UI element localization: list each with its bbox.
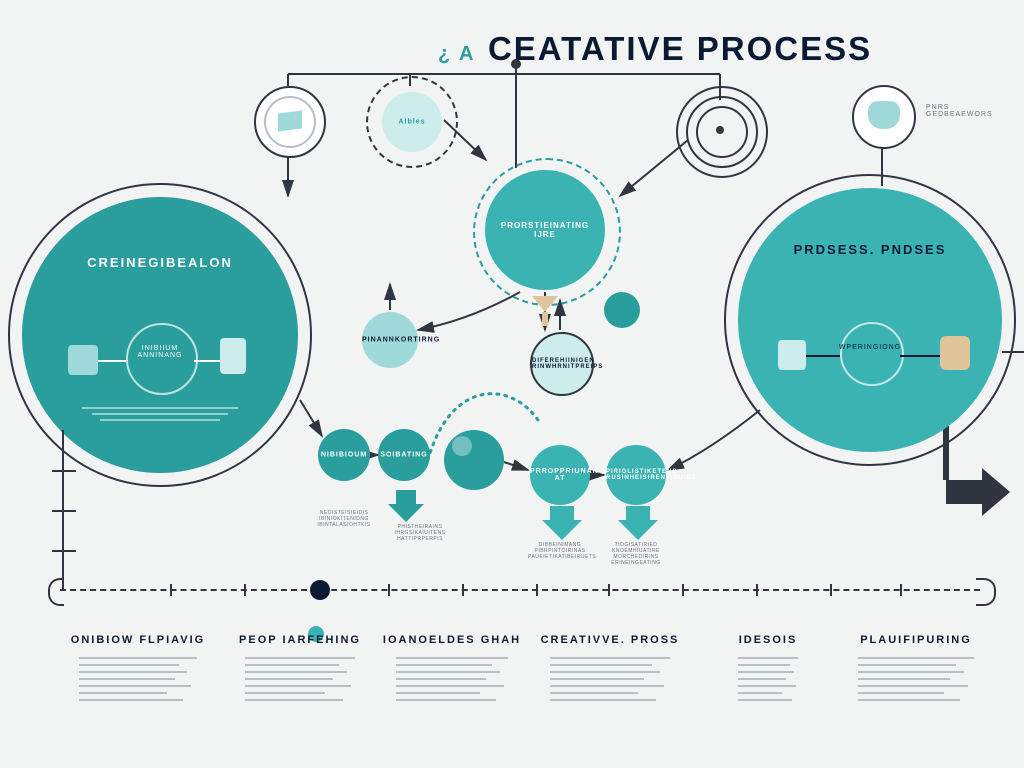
node-big-right: PRDSESS. PNDSES WPERINGIONG — [738, 188, 1002, 452]
rail-dot-navy — [310, 580, 330, 600]
stage-label-2: IOANOELDES GHAH — [383, 634, 521, 646]
node-big-right-label: PRDSESS. PNDSES — [738, 242, 1002, 257]
stage-label-0: ONIBIOW FLPIAVIG — [71, 634, 205, 646]
top-node-rings — [692, 102, 748, 158]
top-node-center-label: PRORSTIEINATING IJRE — [485, 221, 605, 239]
mid-node-2-label: DIFEREHIINIGEN RINWHRNITPREIPS — [532, 358, 592, 370]
node-big-left-label: CREINEGIBEALON — [22, 255, 298, 270]
stage-lines-2 — [396, 652, 508, 706]
flow-node-2: SOIBATING — [378, 429, 430, 481]
funnel-icon — [532, 296, 558, 326]
stage-lines-5 — [858, 652, 974, 706]
doc-icon — [220, 338, 246, 374]
stage-lines-0 — [79, 652, 197, 706]
left-stand — [52, 430, 76, 590]
mid-node-1: PINANNKORTIRNG — [362, 312, 418, 368]
mid-node-2: DIFEREHIINIGEN RINWHRNITPREIPS — [530, 332, 594, 396]
stage-row: ONIBIOW FLPIAVIG PEOP IARFEHING IOANOELDES… — [0, 634, 1024, 764]
flow-caption-4: TIOGISATIRIED KNOEMHIUATIRE MORCHEDIRINS… — [604, 542, 668, 566]
top-node-right — [852, 85, 916, 149]
stage-label-1: PEOP IARFEHING — [239, 634, 361, 646]
top-node-2-label: AIbles — [382, 119, 442, 126]
mid-node-3 — [604, 292, 640, 328]
flow-caption-1: NEOISTEISIEIDIS IBINIOKITENIDNG IBINTALA… — [312, 510, 376, 528]
diagram-canvas: ¿ A CEATATIVE PROCESS — [0, 0, 1024, 768]
top-node-2: AIbles — [366, 76, 458, 168]
layers-icon — [278, 110, 302, 131]
flow-node-2-label: SOIBATING — [378, 452, 430, 459]
node-big-right-inner-text: WPERINGIONG — [834, 344, 906, 351]
rail-end-left — [48, 578, 64, 606]
stage-label-3: CREATIVVE. PROSS — [541, 634, 680, 646]
flow-node-4: PRROPPRIUNAN AT — [530, 445, 590, 505]
flow-node-1: NIBIBIOUM — [318, 429, 370, 481]
flow-caption-3: DIBBEINIMANG PIBRPINTOIRINAS PAUEIETIKAT… — [528, 542, 592, 560]
side-note: PNRSGEDBEAEWORS — [926, 104, 993, 118]
rail-end-right — [976, 578, 996, 606]
body-icon — [940, 336, 970, 370]
stage-label-5: PLAUIFIPURING — [860, 634, 972, 646]
flow-node-4-label: PRROPPRIUNAN AT — [530, 468, 590, 482]
top-node-center: PRORSTIEINATING IJRE — [485, 170, 605, 290]
brain-icon — [868, 101, 900, 129]
flow-node-5-label: PIRIGLISTIKETENS RUSINHEISIRENTIBUIDE — [606, 469, 666, 481]
stage-label-4: IDESOIS — [739, 634, 798, 646]
node-big-left-inner-text: INIBIIUM ANNINANG — [130, 345, 190, 359]
title-main: CEATATIVE PROCESS — [488, 30, 872, 67]
flow-node-3 — [444, 430, 504, 490]
flow-caption-2: PHISTHEIRAINS IHRGSIKAIUITENS HATTIPRPER… — [388, 524, 452, 542]
diagram-title: ¿ A CEATATIVE PROCESS — [438, 30, 872, 68]
timeline-rail — [60, 589, 980, 591]
globe-highlight — [452, 436, 472, 456]
title-prefix: ¿ A — [438, 43, 475, 65]
flow-node-5: PIRIGLISTIKETENS RUSINHEISIRENTIBUIDE — [606, 445, 666, 505]
chart-icon — [68, 345, 98, 375]
stage-lines-3 — [550, 652, 670, 706]
top-node-1 — [254, 86, 326, 158]
stage-lines-4 — [738, 652, 798, 706]
stage-lines-1 — [245, 652, 355, 706]
flow-node-1-label: NIBIBIOUM — [318, 452, 370, 459]
mid-node-1-label: PINANNKORTIRNG — [362, 337, 418, 344]
card-icon — [778, 340, 806, 370]
